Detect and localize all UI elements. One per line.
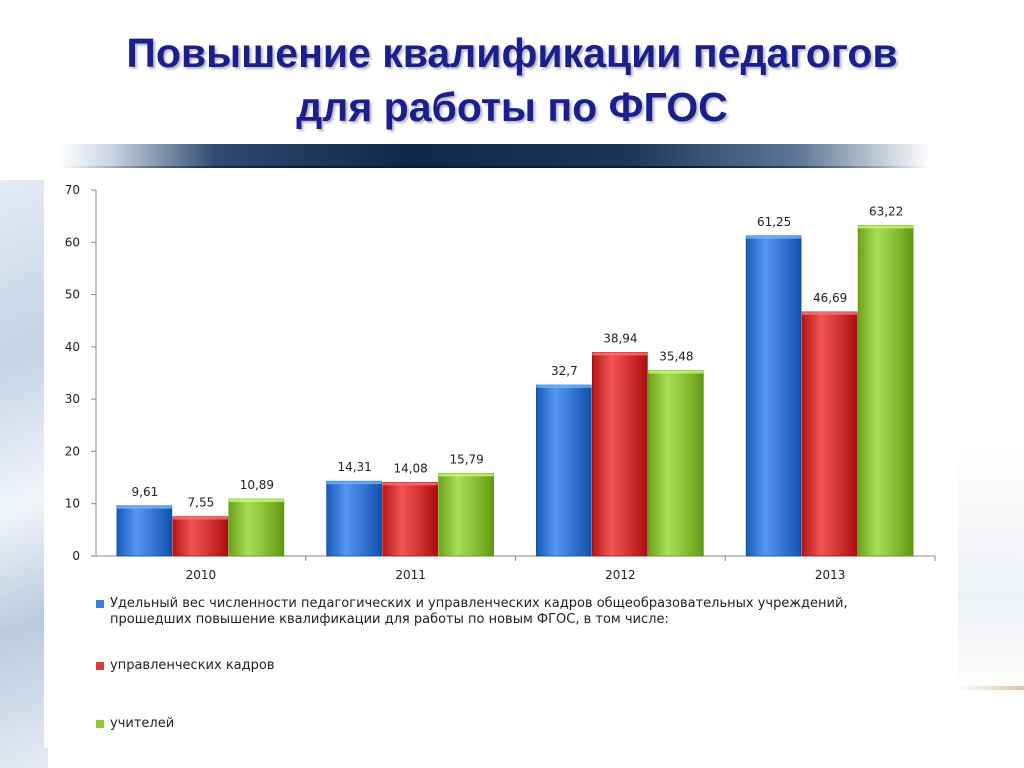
bar-top-highlight bbox=[802, 311, 858, 315]
data-label: 9,61 bbox=[132, 485, 159, 499]
y-tick-label: 50 bbox=[65, 288, 80, 302]
legend-swatch-series-1 bbox=[96, 600, 104, 608]
y-tick-label: 10 bbox=[65, 497, 80, 511]
slide-title-line-1: Повышение квалификации педагогов bbox=[126, 30, 898, 76]
data-label: 14,08 bbox=[393, 461, 427, 475]
bar-chart: 0 10 20 30 40 50 60 70 9,61 7,55 10,89 2010 14,31 14,… bbox=[65, 183, 936, 582]
bar-top-highlight bbox=[746, 235, 802, 239]
data-label: 46,69 bbox=[813, 291, 847, 305]
title-underline-band bbox=[60, 144, 930, 168]
bar bbox=[172, 516, 229, 557]
bar bbox=[857, 225, 914, 557]
bar bbox=[536, 384, 592, 557]
x-tick-label: 2010 bbox=[186, 568, 217, 582]
legend-item-series-2: управленческих кадров bbox=[96, 658, 926, 674]
y-tick-label: 20 bbox=[65, 444, 80, 458]
data-label: 38,94 bbox=[603, 331, 637, 345]
y-tick-label: 70 bbox=[65, 183, 80, 197]
bar-top-highlight bbox=[536, 385, 592, 389]
chart-panel: 0 10 20 30 40 50 60 70 9,61 7,55 10,89 2010 14,31 14,… bbox=[44, 176, 958, 748]
data-label: 7,55 bbox=[188, 496, 215, 510]
legend-swatch-series-2 bbox=[96, 662, 104, 670]
bar bbox=[326, 480, 382, 557]
bar bbox=[592, 352, 648, 557]
slide-background-decoration-left bbox=[0, 180, 48, 768]
x-tick-label: 2012 bbox=[605, 568, 636, 582]
legend-label-series-1: Удельный вес численности педагогических … bbox=[110, 596, 848, 627]
y-tick-label: 60 bbox=[65, 235, 80, 249]
bar-top-highlight bbox=[228, 499, 284, 503]
legend-label-series-2: управленческих кадров bbox=[110, 658, 275, 673]
bar bbox=[648, 370, 704, 557]
data-label: 35,48 bbox=[659, 349, 693, 363]
y-tick-label: 40 bbox=[65, 340, 80, 354]
bar bbox=[116, 505, 173, 557]
legend-item-series-1: Удельный вес численности педагогических … bbox=[96, 596, 926, 628]
x-tick-label: 2011 bbox=[395, 568, 426, 582]
bar-top-highlight bbox=[858, 225, 914, 229]
bar bbox=[745, 235, 802, 557]
slide-title: Повышение квалификации педагогов для раб… bbox=[0, 26, 1024, 134]
legend-swatch-series-3 bbox=[96, 720, 104, 728]
bar-top-highlight bbox=[116, 505, 172, 509]
data-label: 14,31 bbox=[337, 460, 371, 474]
data-label: 15,79 bbox=[449, 452, 483, 466]
bar bbox=[801, 311, 858, 557]
y-tick-label: 0 bbox=[72, 549, 80, 563]
bar bbox=[382, 482, 438, 557]
bar bbox=[438, 473, 494, 557]
data-label: 10,89 bbox=[240, 478, 274, 492]
bar-top-highlight bbox=[172, 516, 228, 520]
slide-accent-line bbox=[958, 686, 1024, 690]
slide-title-line-2: для работы по ФГОС bbox=[296, 84, 728, 130]
bar-top-highlight bbox=[326, 481, 382, 485]
data-label: 61,25 bbox=[757, 215, 791, 229]
legend-item-series-3: учителей bbox=[96, 716, 926, 732]
bar-top-highlight bbox=[648, 370, 704, 374]
x-tick-label: 2013 bbox=[815, 568, 846, 582]
bar bbox=[228, 498, 285, 557]
bar-top-highlight bbox=[592, 352, 648, 356]
slide-background-decoration-right bbox=[958, 440, 1024, 700]
bar-top-highlight bbox=[382, 482, 438, 486]
legend-label-series-3: учителей bbox=[110, 716, 175, 731]
data-label: 32,7 bbox=[551, 364, 578, 378]
bar-top-highlight bbox=[438, 473, 494, 477]
data-label: 63,22 bbox=[869, 204, 903, 218]
y-tick-label: 30 bbox=[65, 392, 80, 406]
